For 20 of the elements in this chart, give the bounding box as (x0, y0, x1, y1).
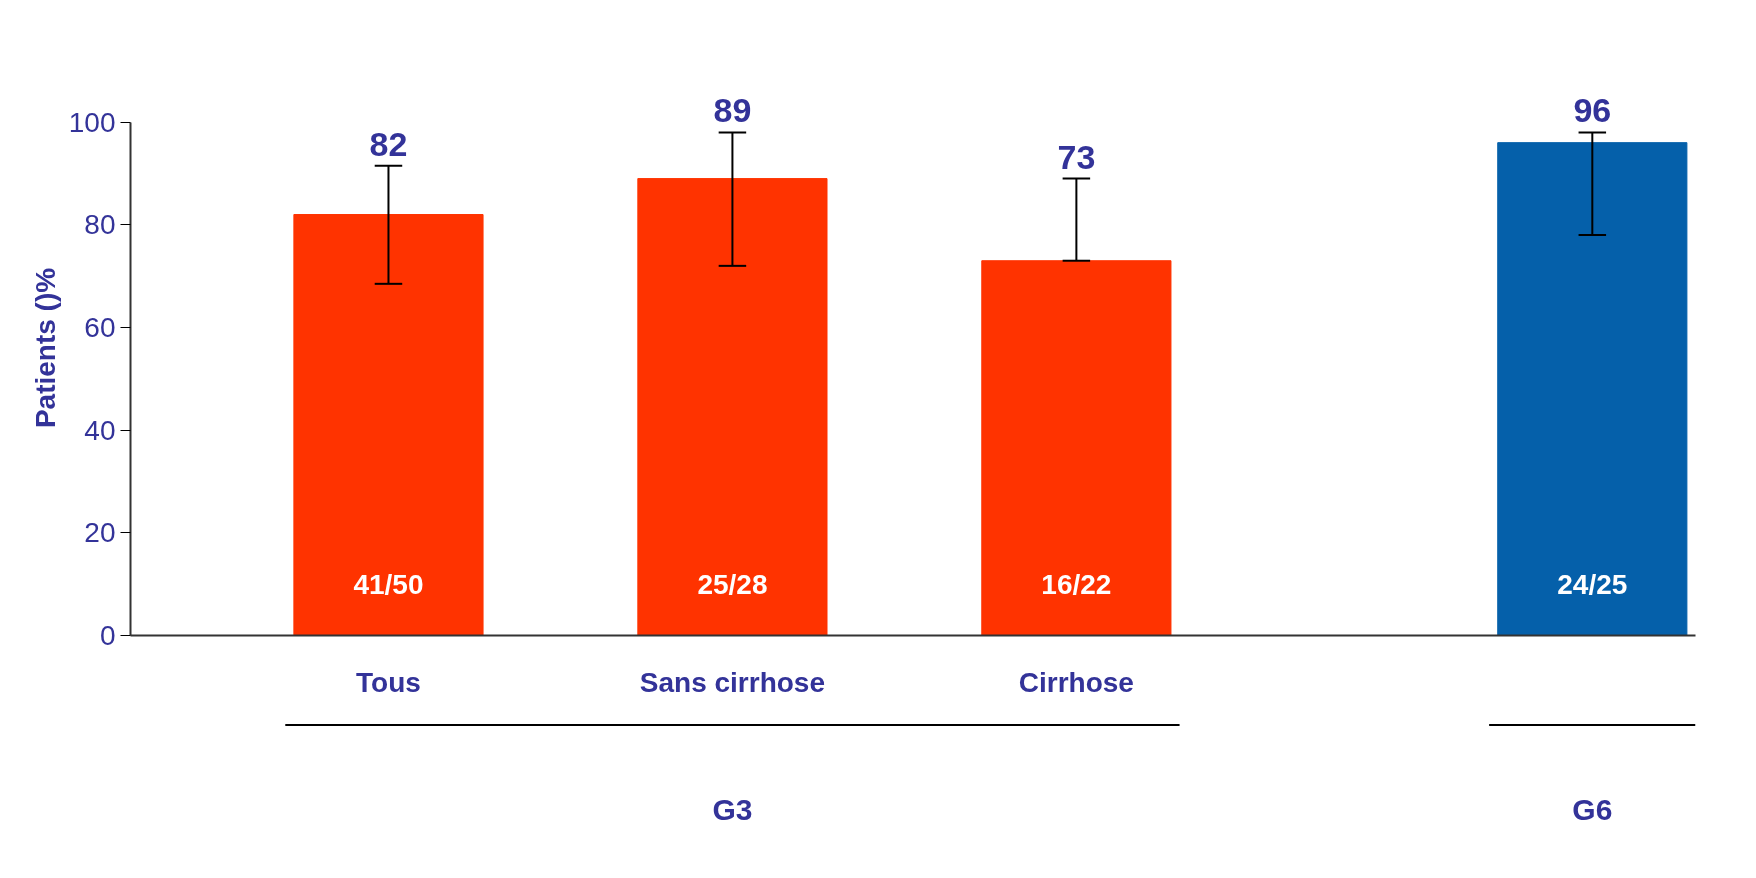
data-label: 96 (1573, 91, 1612, 130)
annotation: 41/50 (353, 568, 424, 600)
data-label: 73 (1057, 137, 1096, 176)
y-tick-label: 100 (68, 106, 116, 138)
y-tick-label: 80 (84, 209, 116, 241)
text: G3 (712, 793, 753, 826)
y-tick-label: 0 (99, 620, 116, 651)
data-label: 89 (713, 91, 752, 130)
x-tick-label: Tous (356, 666, 421, 698)
x-tick-label: Cirrhose (1018, 666, 1134, 698)
y-tick-label: 20 (84, 517, 116, 549)
annotation: 24/25 (1557, 568, 1628, 600)
y-tick-label: 40 (84, 414, 116, 446)
y-tick-label: 60 (84, 311, 116, 343)
x-tick-label: Sans cirrhose (639, 666, 826, 698)
y-axis-title: Patients ()% (29, 267, 61, 429)
annotation: 25/28 (697, 568, 768, 600)
annotation: 16/22 (1041, 568, 1112, 600)
text: G6 (1572, 793, 1613, 826)
data-label: 82 (369, 124, 408, 163)
